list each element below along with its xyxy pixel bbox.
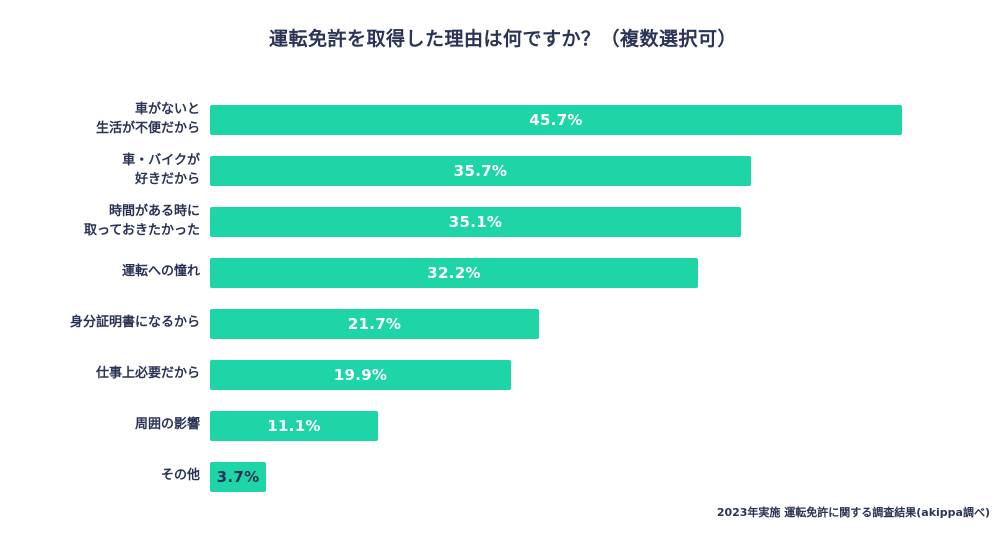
bar: 21.7% [210,308,539,339]
bar-track: 19.9% [210,359,1006,390]
chart-row: 身分証明書になるから 21.7% [0,298,1006,349]
category-label: 仕事上必要だから [95,366,200,382]
bar-track: 35.1% [210,206,1006,237]
value-label: 19.9% [333,365,388,384]
chart-row: 運転への憧れ 32.2% [0,247,1006,298]
category-label: 周囲の影響 [134,417,200,433]
bar-track: 32.2% [210,257,1006,288]
bar: 11.1% [210,410,378,441]
bar-track: 3.7% [210,461,1006,492]
bar: 45.7% [210,104,902,135]
chart-row: その他 3.7% [0,451,1006,502]
source-note: 2023年実施 運転免許に関する調査結果(akippa調べ) [716,506,990,519]
chart-row: 時間がある時に 取っておきたかった 35.1% [0,196,1006,247]
category-label: 身分証明書になるから [69,315,200,331]
chart-title: 運転免許を取得した理由は何ですか？（複数選択可） [268,28,737,50]
bar: 3.7% [210,461,266,492]
category-label: 時間がある時に 取っておきたかった [84,203,200,238]
value-label: 35.7% [453,161,508,180]
value-label: 3.7% [216,467,260,486]
chart-row: 周囲の影響 11.1% [0,400,1006,451]
bar: 35.7% [210,155,751,186]
category-label: その他 [160,468,200,484]
value-label: 45.7% [529,110,583,129]
bar: 32.2% [210,257,698,288]
category-label: 車・バイクが 好きだから [122,152,200,187]
bar-chart: 車がないと 生活が不便だから 45.7% 車・バイクが 好きだから 35.7% 時間がある時… [0,94,1006,502]
chart-row: 車がないと 生活が不便だから 45.7% [0,94,1006,145]
chart-row: 車・バイクが 好きだから 35.7% [0,145,1006,196]
value-label: 32.2% [427,263,481,282]
bar-track: 21.7% [210,308,1006,339]
value-label: 35.1% [448,212,503,231]
category-label: 運転への憧れ [121,264,200,280]
chart-row: 仕事上必要だから 19.9% [0,349,1006,400]
bar-track: 11.1% [210,410,1006,441]
bar: 19.9% [210,359,511,390]
category-label: 車がないと 生活が不便だから [95,101,200,136]
value-label: 11.1% [267,416,321,435]
bar: 35.1% [210,206,741,237]
value-label: 21.7% [347,314,402,333]
bar-track: 45.7% [210,104,1006,135]
bar-track: 35.7% [210,155,1006,186]
